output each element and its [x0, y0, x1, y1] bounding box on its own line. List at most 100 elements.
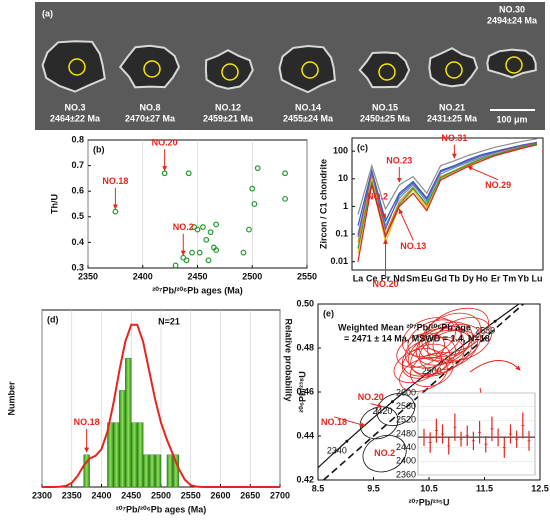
chart-title: N=21	[158, 316, 180, 326]
point	[189, 249, 195, 256]
annotation: NO.18	[321, 417, 347, 427]
concordia-age-mark	[390, 400, 394, 404]
zircon-grain	[204, 49, 254, 90]
bar	[107, 422, 114, 488]
point	[282, 170, 289, 177]
x-tick-label: 2400	[91, 490, 111, 500]
y-tick-label: 0.50	[296, 298, 314, 308]
discordia-line	[323, 304, 524, 480]
error-ellipse	[359, 406, 399, 440]
x-tick-label: 2500	[242, 271, 262, 281]
point	[246, 226, 252, 233]
zircon-grain	[358, 51, 411, 89]
x-tick-label: Eu	[421, 273, 433, 283]
x-tick-label: 2600	[210, 490, 230, 500]
y-axis-label: Number	[6, 381, 16, 416]
y-tick-label: 0.44	[296, 430, 314, 440]
grain-id: NO.14	[295, 102, 321, 112]
error-ellipse	[362, 434, 407, 473]
annotation: NO.2	[173, 222, 194, 232]
y-tick-label: 0.48	[296, 342, 314, 352]
spot	[143, 60, 161, 78]
concordia-age-label: 2420	[372, 406, 392, 416]
panel-label: (d)	[47, 314, 59, 324]
x-tick-label: 9.5	[367, 483, 380, 493]
bar	[125, 358, 132, 488]
x-tick-label: 8.5	[312, 483, 325, 493]
grain-age: 2450±25 Ma	[360, 113, 411, 123]
bar	[136, 422, 144, 488]
bar	[166, 454, 174, 488]
x-tick-label: 12.5	[531, 483, 549, 493]
x-tick-label: Gd	[434, 273, 447, 283]
y-tick-label: 2520	[396, 415, 416, 425]
bar	[83, 454, 90, 488]
point	[196, 249, 203, 256]
y-tick-label: 100	[333, 146, 348, 156]
panel-label: (b)	[93, 144, 105, 154]
point	[172, 262, 179, 269]
annotation: NO.23	[386, 155, 412, 165]
point	[213, 247, 220, 253]
concordia-curve	[318, 304, 520, 469]
y-tick-label: 0.46	[296, 386, 314, 396]
y-tick-label: 0.6	[71, 186, 84, 196]
scale-label: 100 μm	[496, 114, 527, 124]
point	[249, 185, 256, 192]
point	[254, 165, 261, 172]
ree-line	[357, 138, 538, 215]
x-tick-label: Nd	[393, 273, 405, 283]
y-tick-label: 10	[338, 173, 348, 183]
error-ellipse	[401, 343, 451, 379]
zircon-grain	[486, 48, 537, 79]
spot	[505, 56, 523, 74]
x-tick-label: 2450	[187, 271, 207, 281]
x-tick-label: 2700	[270, 490, 290, 500]
concordia-age-label: 2500	[422, 366, 442, 376]
y-tick-label: 2560	[396, 401, 416, 411]
grain-age: 2464±22 Ma	[50, 113, 101, 123]
grain-id: NO.12	[215, 102, 241, 112]
x-tick-label: 2350	[78, 271, 98, 281]
grain-age: 2431±25 Ma	[427, 113, 478, 123]
y-tick-label: 2400	[396, 456, 416, 466]
spot	[301, 61, 319, 79]
point	[161, 170, 168, 177]
x-tick-label: 10.5	[420, 483, 438, 493]
y-axis-label: ²⁰⁶Pb/²³⁸U	[297, 371, 307, 413]
panel-label: (e)	[323, 308, 334, 318]
panel-label: (a)	[42, 8, 53, 18]
y-tick-label: 0.7	[71, 160, 84, 170]
error-ellipse	[396, 332, 445, 368]
plot-frame	[351, 137, 544, 271]
x-tick-label: Lu	[532, 273, 543, 283]
mean-text: Weighted Mean ²⁰⁷Pb/²⁰⁶Pb age	[338, 322, 471, 332]
x-tick-label: Er	[491, 273, 501, 283]
bar	[148, 454, 156, 488]
point	[251, 201, 258, 207]
pointer-arrow	[469, 360, 521, 373]
y-tick-label: 0.42	[296, 474, 314, 484]
grain-age: 2470±27 Ma	[125, 113, 176, 123]
grain-id: NO.30	[499, 4, 525, 14]
density-curve	[42, 323, 280, 488]
x-tick-label: Ho	[476, 273, 488, 283]
error-ellipse	[418, 321, 473, 362]
point	[205, 257, 212, 264]
x-tick-label: 2350	[62, 490, 82, 500]
annotation: NO.20	[358, 392, 384, 402]
annotation-arrow	[377, 202, 386, 219]
y-tick-label: 2480	[396, 428, 416, 438]
annotation-arrow	[467, 166, 499, 181]
zircon-grain	[428, 47, 479, 88]
y-tick-label: 0.1	[335, 228, 348, 238]
grain-id: NO.3	[64, 102, 85, 112]
y2-axis-label: Relative probability	[284, 318, 294, 401]
mean-text: = 2471 ± 14 Ma, MSWD = 1.4, N=18	[344, 333, 490, 343]
grain-age: 2455±24 Ma	[283, 113, 334, 123]
error-ellipse	[418, 329, 478, 371]
annotation: NO.31	[441, 133, 467, 143]
annotation: NO.18	[74, 417, 100, 427]
annotation: NO.20	[373, 279, 399, 289]
x-tick-label: 2300	[32, 490, 52, 500]
